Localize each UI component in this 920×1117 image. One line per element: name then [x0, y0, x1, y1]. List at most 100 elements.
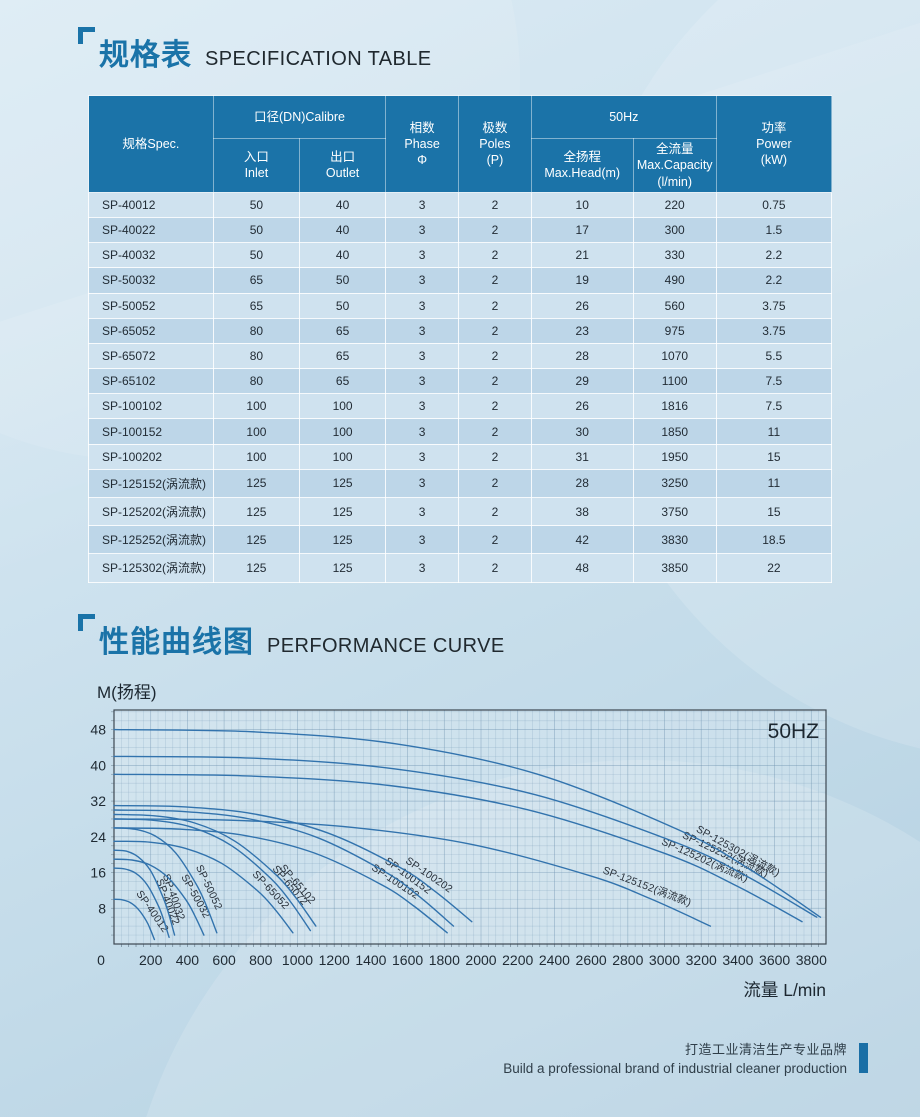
cell-phase: 3	[385, 368, 459, 395]
header-calibre-group: 口径(DN)Calibre	[212, 95, 387, 139]
cell-inlet: 65	[212, 292, 301, 319]
x-tick-label: 2000	[465, 952, 496, 968]
cell-poles: 2	[458, 242, 532, 269]
cell-max_head: 21	[530, 242, 634, 269]
cell-model: SP-50032	[88, 267, 214, 294]
table-row: SP-40032 50 40 3 2 21 330 2.2	[88, 242, 833, 269]
x-tick-label: 1800	[429, 952, 460, 968]
cell-poles: 2	[458, 292, 532, 319]
pump-curve	[113, 809, 455, 927]
cell-max_head: 26	[530, 292, 634, 319]
pump-curve	[113, 898, 156, 941]
y-tick-label: 48	[90, 722, 106, 738]
cell-inlet: 100	[212, 443, 301, 470]
cell-poles: 2	[458, 496, 532, 527]
cell-outlet: 125	[298, 496, 387, 527]
x-tick-label: 1400	[355, 952, 386, 968]
cell-model: SP-100102	[88, 393, 214, 420]
cell-model: SP-65072	[88, 342, 214, 370]
table-row: SP-125152(涡流款) 125 125 3 2 28 3250 11	[88, 468, 833, 499]
cell-power: 18.5	[715, 525, 833, 555]
table-row: SP-100202 100 100 3 2 31 1950 15	[88, 443, 833, 470]
cell-phase: 3	[385, 468, 459, 499]
header-50hz-group: 50Hz	[530, 95, 717, 139]
cell-outlet: 65	[298, 368, 387, 395]
cell-model: SP-125152(涡流款)	[88, 468, 214, 499]
cell-poles: 2	[458, 525, 532, 555]
cell-power: 7.5	[715, 393, 833, 420]
table-row: SP-100152 100 100 3 2 30 1850 11	[88, 418, 833, 445]
cell-outlet: 40	[298, 191, 387, 218]
grid	[111, 710, 826, 947]
x-tick-label: 1600	[392, 952, 423, 968]
cell-model: SP-100152	[88, 418, 214, 445]
plot-frame	[113, 709, 827, 945]
cell-max_head: 19	[530, 267, 634, 294]
x-tick-label: 2600	[576, 952, 607, 968]
pump-curve	[113, 818, 312, 932]
cell-phase: 3	[385, 525, 459, 555]
cell-outlet: 50	[298, 292, 387, 319]
cell-poles: 2	[458, 418, 532, 445]
spec-table-head: 规格Spec. 口径(DN)Calibre 相数 Phase Φ 极数 Pole…	[88, 95, 833, 193]
cell-model: SP-125302(涡流款)	[88, 553, 214, 583]
pump-curve	[113, 849, 176, 936]
cell-poles: 2	[458, 468, 532, 499]
x-tick-label: 3800	[796, 952, 827, 968]
y-tick-label: 24	[90, 829, 106, 845]
pump-curve	[113, 813, 317, 927]
cell-outlet: 65	[298, 317, 387, 344]
y-tick-label: 8	[98, 900, 106, 916]
footer-accent-bar	[859, 1042, 868, 1073]
pump-curve	[113, 840, 294, 934]
cell-inlet: 125	[212, 553, 301, 583]
x-tick-label: 2800	[612, 952, 643, 968]
cell-phase: 3	[385, 292, 459, 319]
cell-outlet: 40	[298, 242, 387, 269]
cell-phase: 3	[385, 496, 459, 527]
cell-phase: 3	[385, 267, 459, 294]
cell-max_head: 23	[530, 317, 634, 344]
pump-curve	[113, 728, 822, 918]
cell-poles: 2	[458, 317, 532, 344]
x-tick-label: 600	[212, 952, 236, 968]
cell-model: SP-40012	[88, 191, 214, 218]
cell-max_head: 28	[530, 342, 634, 370]
table-row: SP-50032 65 50 3 2 19 490 2.2	[88, 267, 833, 294]
cell-poles: 2	[458, 342, 532, 370]
x-tick-label: 400	[176, 952, 200, 968]
x-tick-label: 200	[139, 952, 163, 968]
header-inlet: 入口 Inlet	[212, 138, 301, 193]
cell-inlet: 125	[212, 525, 301, 555]
performance-curve-chart: 0 200 400 600 800 1000 1200 1400 1600 1800 2000 220…	[90, 683, 827, 1000]
cell-model: SP-100202	[88, 443, 214, 470]
cell-poles: 2	[458, 191, 532, 218]
header-outlet: 出口 Outlet	[298, 138, 387, 193]
pump-curve	[113, 858, 205, 936]
cell-max_capacity: 490	[632, 267, 717, 294]
cell-outlet: 100	[298, 418, 387, 445]
cell-power: 15	[715, 443, 833, 470]
x-tick-label: 0	[97, 952, 105, 968]
x-tick-label: 2200	[502, 952, 533, 968]
pump-curve	[113, 818, 712, 927]
cell-model: SP-125252(涡流款)	[88, 525, 214, 555]
cell-model: SP-40032	[88, 242, 214, 269]
cell-max_capacity: 1816	[632, 393, 717, 420]
pump-curve	[113, 827, 218, 934]
table-row: SP-125252(涡流款) 125 125 3 2 42 3830 18.5	[88, 525, 833, 555]
cell-poles: 2	[458, 368, 532, 395]
cell-inlet: 50	[212, 242, 301, 269]
pump-curve	[113, 867, 170, 938]
table-row: SP-50052 65 50 3 2 26 560 3.75	[88, 292, 833, 319]
cell-phase: 3	[385, 418, 459, 445]
footer-slogan: 打造工业清洁生产专业品牌 Build a professional brand …	[503, 1039, 847, 1076]
cell-max_capacity: 1100	[632, 368, 717, 395]
header-spec: 规格Spec.	[88, 95, 214, 193]
cell-max_capacity: 3750	[632, 496, 717, 527]
table-row: SP-65102 80 65 3 2 29 1100 7.5	[88, 368, 833, 395]
cell-inlet: 50	[212, 216, 301, 244]
cell-max_capacity: 330	[632, 242, 717, 269]
corner-bracket-icon	[78, 27, 95, 44]
cell-inlet: 50	[212, 191, 301, 218]
